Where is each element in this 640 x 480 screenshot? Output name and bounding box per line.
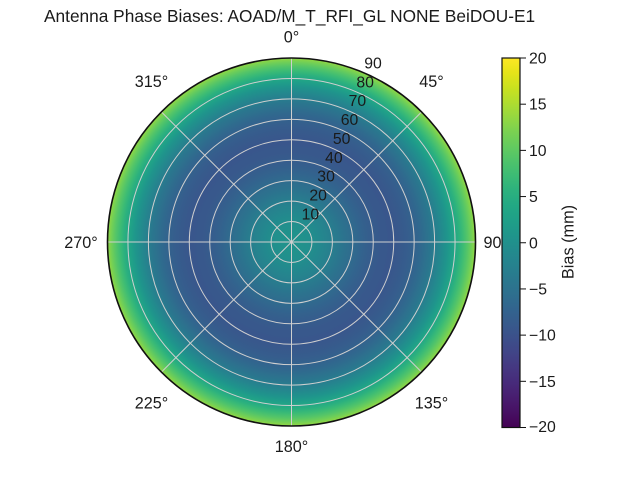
svg-text:60: 60 [341,112,359,129]
svg-text:135°: 135° [415,395,448,413]
svg-text:10: 10 [529,143,547,160]
svg-text:80: 80 [356,74,374,91]
svg-text:0: 0 [529,235,538,252]
svg-text:5: 5 [529,189,538,206]
svg-text:40: 40 [325,150,343,167]
svg-text:315°: 315° [135,73,168,91]
svg-text:20: 20 [529,51,547,68]
svg-text:225°: 225° [135,395,168,413]
svg-text:10: 10 [302,207,320,224]
svg-text:−20: −20 [529,419,556,436]
svg-text:90: 90 [364,55,382,72]
svg-text:Bias (mm): Bias (mm) [560,205,578,279]
svg-text:45°: 45° [419,73,443,91]
svg-text:70: 70 [349,93,367,110]
svg-text:−15: −15 [529,374,556,391]
svg-text:−5: −5 [529,281,547,298]
svg-text:−10: −10 [529,328,556,345]
svg-text:0°: 0° [284,29,299,47]
svg-text:270°: 270° [64,234,97,252]
svg-text:30: 30 [317,169,335,186]
svg-text:15: 15 [529,97,547,114]
svg-text:180°: 180° [275,438,308,456]
svg-text:50: 50 [333,131,351,148]
svg-text:20: 20 [309,188,327,205]
